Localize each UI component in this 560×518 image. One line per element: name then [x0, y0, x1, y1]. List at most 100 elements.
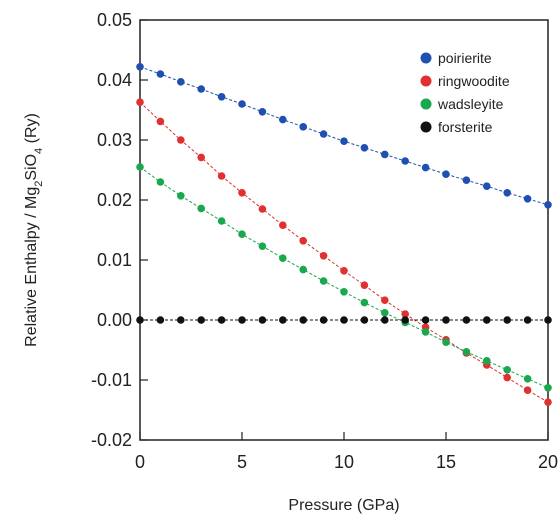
point-poirierite: [360, 144, 369, 152]
point-wadsleyite: [136, 163, 144, 171]
legend-label-forsterite: forsterite: [438, 119, 493, 135]
point-forsterite: [238, 316, 246, 324]
y-tick-label: 0.01: [97, 250, 132, 270]
point-wadsleyite: [217, 217, 226, 225]
point-forsterite: [360, 316, 369, 324]
point-ringwoodite: [381, 296, 389, 305]
point-forsterite: [442, 316, 450, 324]
point-poirierite: [544, 201, 552, 209]
point-poirierite: [503, 189, 512, 197]
point-forsterite: [136, 316, 144, 324]
point-ringwoodite: [360, 281, 369, 290]
point-poirierite: [299, 123, 308, 131]
x-tick-label: 0: [135, 452, 145, 472]
x-tick-label: 15: [436, 452, 456, 472]
point-poirierite: [462, 176, 471, 184]
legend-label-wadsleyite: wadsleyite: [437, 96, 504, 112]
point-wadsleyite: [258, 242, 267, 250]
point-ringwoodite: [279, 221, 287, 229]
point-ringwoodite: [238, 189, 246, 197]
point-wadsleyite: [421, 328, 430, 336]
legend: poirierite ringwoodite wadsleyite forste…: [420, 50, 510, 135]
point-ringwoodite: [136, 98, 144, 106]
y-tick-label: 0.02: [97, 190, 132, 210]
point-forsterite: [177, 316, 185, 324]
point-poirierite: [523, 195, 532, 203]
y-tick-label: -0.02: [91, 430, 132, 450]
legend-marker-ringwoodite: [420, 75, 432, 87]
point-forsterite: [381, 316, 389, 324]
point-poirierite: [156, 70, 165, 78]
point-ringwoodite: [523, 386, 532, 395]
point-wadsleyite: [442, 338, 450, 347]
point-wadsleyite: [503, 366, 512, 374]
point-wadsleyite: [462, 348, 471, 356]
point-poirierite: [340, 137, 348, 145]
point-poirierite: [197, 85, 205, 93]
point-forsterite: [156, 316, 165, 324]
series-line-ringwoodite: [139, 101, 549, 403]
point-poirierite: [421, 163, 430, 172]
y-tick-label: 0.05: [97, 10, 132, 30]
y-tick-label: 0.04: [97, 70, 132, 90]
y-tick-label: 0.00: [97, 310, 132, 330]
point-poirierite: [177, 78, 185, 86]
point-forsterite: [421, 316, 430, 324]
point-wadsleyite: [299, 265, 308, 274]
point-ringwoodite: [197, 153, 205, 162]
point-poirierite: [258, 108, 267, 116]
point-wadsleyite: [544, 384, 552, 392]
axis-ticks: -0.02 -0.01 0.00 0.01 0.02 0.03 0.04 0.05 0 5 10 15…: [91, 10, 558, 472]
y-tick-label: -0.01: [91, 370, 132, 390]
point-poirierite: [136, 63, 144, 71]
point-wadsleyite: [319, 277, 328, 285]
x-tick-label: 10: [334, 452, 354, 472]
point-poirierite: [217, 93, 226, 101]
point-ringwoodite: [299, 237, 308, 245]
x-axis-label: Pressure (GPa): [288, 497, 399, 514]
point-forsterite: [401, 316, 410, 324]
point-wadsleyite: [360, 298, 369, 307]
point-forsterite: [258, 316, 267, 324]
point-ringwoodite: [217, 172, 226, 180]
point-ringwoodite: [340, 267, 348, 275]
y-tick-label: 0.03: [97, 130, 132, 150]
point-ringwoodite: [319, 252, 328, 260]
legend-marker-wadsleyite: [420, 98, 432, 110]
point-forsterite: [462, 316, 471, 324]
point-wadsleyite: [238, 230, 246, 238]
point-ringwoodite: [258, 205, 267, 213]
point-forsterite: [503, 316, 512, 324]
point-wadsleyite: [483, 357, 491, 365]
point-ringwoodite: [503, 373, 512, 382]
point-poirierite: [319, 130, 328, 138]
x-tick-label: 20: [538, 452, 558, 472]
series-lines: [139, 66, 549, 403]
point-forsterite: [217, 316, 226, 324]
point-poirierite: [442, 170, 450, 178]
point-forsterite: [299, 316, 308, 324]
point-wadsleyite: [279, 254, 287, 262]
point-forsterite: [197, 316, 205, 324]
legend-marker-poirierite: [420, 52, 432, 64]
point-wadsleyite: [156, 178, 165, 186]
point-forsterite: [544, 316, 552, 324]
point-poirierite: [279, 115, 287, 124]
point-ringwoodite: [401, 310, 410, 318]
legend-label-poirierite: poirierite: [438, 50, 492, 66]
point-ringwoodite: [177, 136, 185, 144]
point-forsterite: [483, 316, 491, 324]
point-poirierite: [401, 157, 410, 165]
point-wadsleyite: [381, 309, 389, 317]
point-forsterite: [340, 316, 348, 324]
series-points: [136, 63, 552, 407]
point-poirierite: [381, 150, 389, 159]
legend-label-ringwoodite: ringwoodite: [438, 73, 510, 89]
point-forsterite: [319, 316, 328, 324]
point-wadsleyite: [340, 288, 348, 296]
series-line-wadsleyite: [139, 166, 549, 389]
point-forsterite: [523, 316, 532, 324]
point-ringwoodite: [544, 398, 552, 407]
point-poirierite: [238, 100, 246, 108]
